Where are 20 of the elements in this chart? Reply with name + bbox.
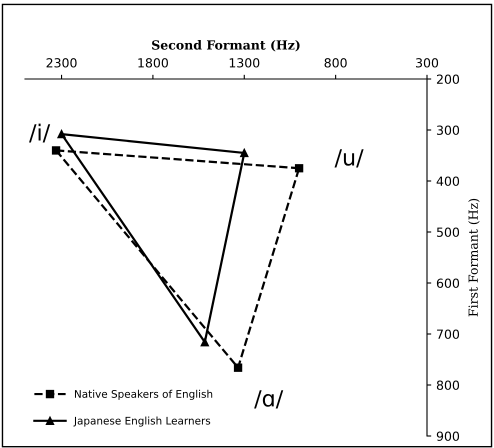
y-tick-label: 600 — [436, 278, 460, 288]
x-tick-label: 2300 — [46, 58, 77, 68]
y-tick-label: 200 — [436, 74, 460, 84]
y-tick-label: 800 — [436, 380, 460, 390]
legend-label: Japanese English Learners — [73, 416, 210, 427]
x-axis-title: Second Formant (Hz) — [152, 40, 300, 52]
y-tick-label: 900 — [436, 431, 460, 441]
y-tick-label: 300 — [436, 125, 460, 135]
annotation: /u/ — [334, 149, 364, 168]
y-axis-title: First Formant (Hz) — [468, 198, 480, 316]
x-tick-label: 300 — [416, 58, 438, 68]
annotation: /i/ — [29, 124, 50, 143]
y-tick-label: 700 — [437, 329, 460, 339]
annotation: /ɑ/ — [254, 390, 284, 408]
x-tick-label: 1300 — [230, 58, 260, 68]
x-tick-label: 1800 — [138, 58, 168, 68]
y-tick-label: 400 — [436, 176, 460, 186]
x-tick-label: 800 — [324, 58, 347, 68]
legend-label: Native Speakers of English — [74, 390, 212, 400]
y-tick-label: 500 — [436, 227, 460, 237]
